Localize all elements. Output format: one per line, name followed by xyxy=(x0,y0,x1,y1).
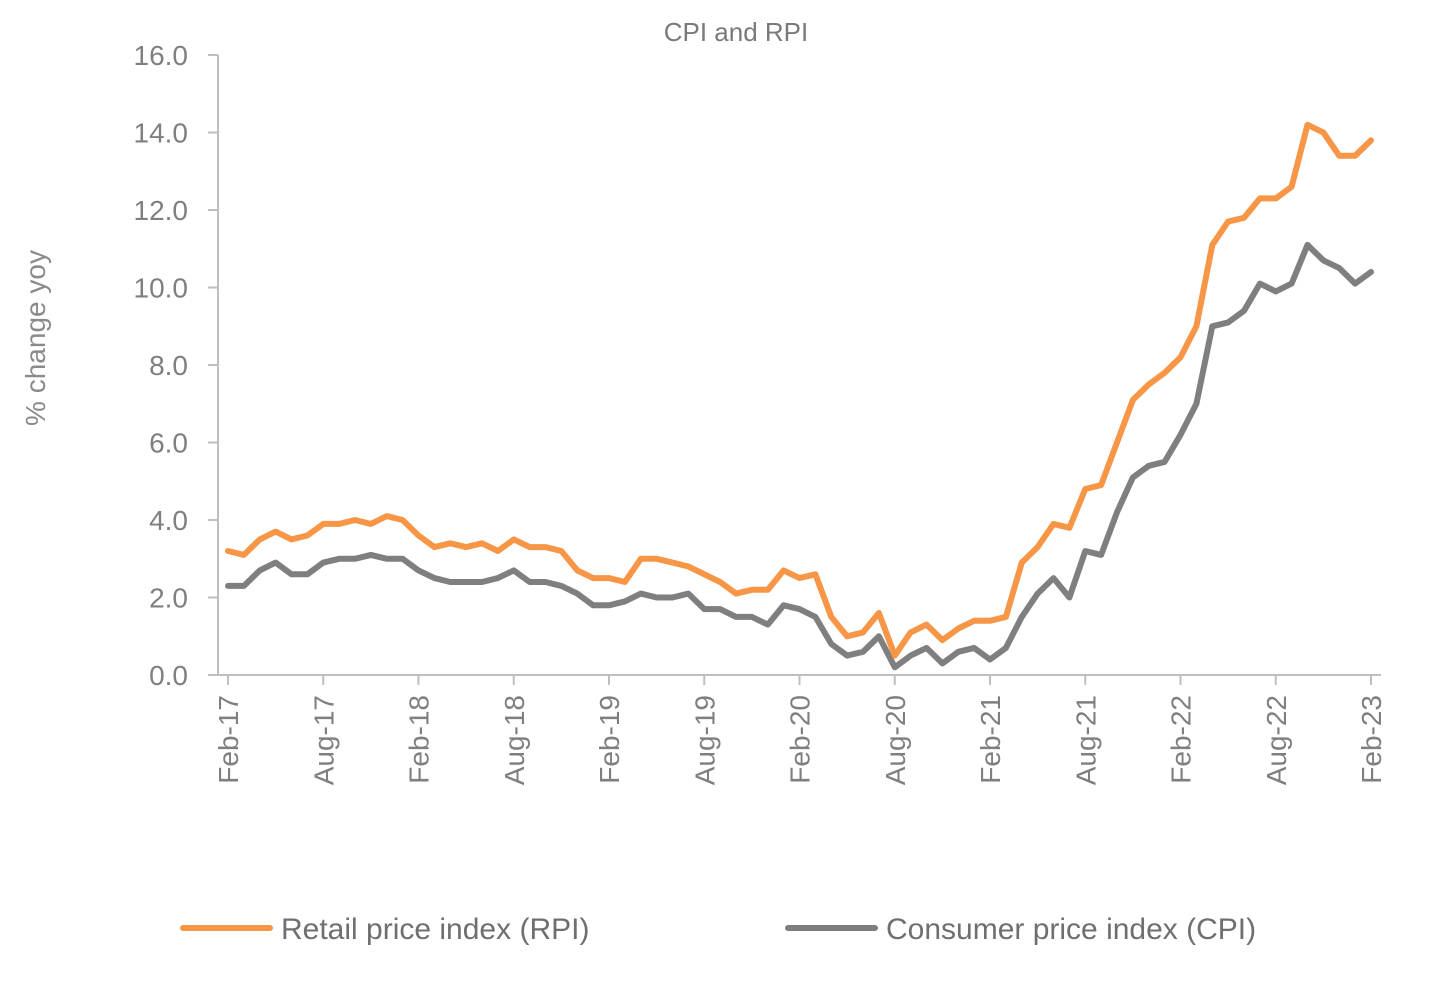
x-tick-label: Feb-18 xyxy=(404,695,435,784)
x-tick-label: Aug-22 xyxy=(1261,695,1292,785)
series-line-rpi xyxy=(225,121,1374,659)
x-tick-label: Aug-17 xyxy=(308,695,339,785)
y-axis: 0.0 2.0 4.0 6.0 8.0 10.0 12.0 14.0 16.0 xyxy=(134,40,219,691)
y-tick-label: 10.0 xyxy=(134,273,189,304)
y-tick-label: 8.0 xyxy=(149,350,188,381)
x-tick-label: Feb-19 xyxy=(594,695,625,784)
x-tick-label: Feb-21 xyxy=(975,695,1006,784)
legend-label-cpi: Consumer price index (CPI) xyxy=(886,913,1256,946)
y-tick-label: 16.0 xyxy=(134,40,189,71)
x-tick-label: Aug-20 xyxy=(880,695,911,785)
x-tick-label: Aug-18 xyxy=(499,695,530,785)
x-tick-label: Aug-19 xyxy=(689,695,720,785)
x-tick-label: Feb-17 xyxy=(213,695,244,784)
series-line-cpi xyxy=(225,241,1374,671)
legend: Retail price index (RPI) Consumer price i… xyxy=(180,913,1256,946)
chart-title: CPI and RPI xyxy=(664,17,809,47)
y-tick-label: 0.0 xyxy=(149,660,188,691)
y-tick-label: 12.0 xyxy=(134,195,189,226)
x-tick-label: Feb-22 xyxy=(1166,695,1197,784)
y-tick-label: 2.0 xyxy=(149,583,188,614)
legend-label-rpi: Retail price index (RPI) xyxy=(281,913,589,946)
x-axis: Feb-17 Aug-17 Feb-18 Aug-18 Feb-19 Aug-19 Feb-… xyxy=(213,674,1387,785)
x-tick-label: Feb-23 xyxy=(1356,695,1387,784)
y-tick-label: 6.0 xyxy=(149,428,188,459)
series-group xyxy=(225,121,1374,671)
x-tick-label: Aug-21 xyxy=(1070,695,1101,785)
y-tick-label: 4.0 xyxy=(149,505,188,536)
y-axis-label: % change yoy xyxy=(20,250,51,426)
y-tick-label: 14.0 xyxy=(134,118,189,149)
x-tick-label: Feb-20 xyxy=(785,695,816,784)
